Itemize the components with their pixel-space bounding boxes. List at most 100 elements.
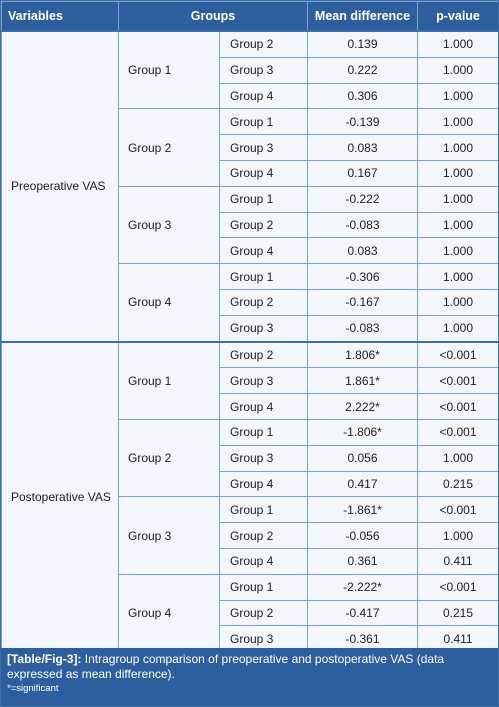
mean-difference-cell: 0.056 (307, 444, 419, 472)
comparison-group-cell: Group 4 (218, 547, 309, 575)
comparison-group-cell: Group 1 (218, 418, 309, 446)
mean-difference-cell: 1.806* (307, 340, 419, 369)
caption-label: [Table/Fig-3]: (7, 652, 82, 666)
p-value-cell: <0.001 (417, 418, 498, 446)
p-value-cell: 1.000 (417, 444, 498, 472)
table-row: Group 2 -0.083 1.000 (2, 211, 498, 239)
header-variables: Variables (1, 1, 119, 32)
variable-cell: Postoperative VAS (1, 340, 119, 653)
comparison-group-cell: Group 2 (218, 599, 309, 627)
mean-difference-cell: 0.222 (307, 56, 419, 84)
mean-difference-cell: 0.083 (307, 237, 419, 265)
p-value-cell: 1.000 (417, 237, 498, 265)
table-row: Group 3 0.222 1.000 (2, 56, 498, 84)
header-p-value: p-value (417, 1, 498, 32)
p-value-cell: 1.000 (417, 522, 498, 549)
mean-difference-cell: 0.361 (307, 547, 419, 575)
p-value-cell: 1.000 (417, 185, 498, 213)
table-row: Group 4 Group 1 -2.222* <0.001 (2, 573, 498, 653)
p-value-cell: 0.215 (417, 599, 498, 627)
p-value-cell: <0.001 (417, 393, 498, 420)
caption-text: Intragroup comparison of preoperative an… (7, 652, 445, 681)
p-value-cell: <0.001 (417, 496, 498, 524)
table-row: Group 4 Group 1 -0.306 1.000 (2, 263, 498, 343)
group-cell: Group 1 (118, 340, 220, 420)
mean-difference-cell: -0.083 (307, 314, 419, 343)
table-row: Group 3 -0.361 0.411 (2, 625, 498, 653)
table-row: Postoperative VAS Group 1 Group 2 1.806* <0.… (1, 340, 498, 653)
table-row: Group 3 Group 1 -1.861* <0.001 (2, 496, 498, 575)
comparison-group-cell: Group 3 (218, 367, 309, 395)
group-cell: Group 3 (118, 496, 220, 575)
p-value-cell: 1.000 (417, 159, 498, 187)
p-value-cell: 1.000 (417, 56, 498, 84)
p-value-cell: 0.215 (417, 470, 498, 498)
table-row: Group 3 Group 1 -0.222 1.000 (2, 185, 498, 265)
p-value-cell: 1.000 (417, 263, 498, 290)
comparison-group-cell: Group 3 (218, 134, 309, 161)
p-value-cell: 1.000 (417, 29, 498, 58)
group-cell: Group 3 (118, 185, 220, 265)
p-value-cell: 1.000 (417, 82, 498, 110)
mean-difference-cell: 2.222* (307, 393, 419, 420)
p-value-cell: <0.001 (417, 573, 498, 601)
comparison-group-cell: Group 4 (218, 470, 309, 498)
mean-difference-cell: -0.306 (307, 263, 419, 290)
group-cell: Group 4 (118, 263, 220, 343)
p-value-cell: 1.000 (417, 314, 498, 343)
comparison-group-cell: Group 2 (218, 211, 309, 239)
comparison-group-cell: Group 3 (218, 444, 309, 472)
p-value-cell: <0.001 (417, 340, 498, 369)
comparison-group-cell: Group 4 (218, 82, 309, 110)
table-row: Preoperative VAS Group 1 Group 2 0.139 1.000 (1, 29, 498, 343)
mean-difference-cell: -0.139 (307, 108, 419, 136)
table-row: Group 4 0.167 1.000 (2, 159, 498, 187)
p-value-cell: <0.001 (417, 367, 498, 395)
comparison-group-cell: Group 1 (218, 573, 309, 601)
header-mean-difference: Mean difference (307, 1, 419, 32)
mean-difference-cell: -2.222* (307, 573, 419, 601)
group-cell: Group 2 (118, 108, 220, 187)
mean-difference-cell: 0.139 (307, 29, 419, 58)
table-row: Group 4 2.222* <0.001 (2, 393, 498, 420)
p-value-cell: 1.000 (417, 211, 498, 239)
table-row: Group 4 0.417 0.215 (2, 470, 498, 498)
comparison-group-cell: Group 4 (218, 237, 309, 265)
header-row: Variables Groups Mean difference p-value (1, 1, 498, 32)
table-row: Group 3 -0.083 1.000 (2, 314, 498, 343)
mean-difference-cell: -0.417 (307, 599, 419, 627)
p-value-cell: 0.411 (417, 625, 498, 653)
p-value-cell: 1.000 (417, 288, 498, 316)
mean-difference-cell: -0.361 (307, 625, 419, 653)
caption-note: *=significant (7, 683, 59, 694)
p-value-cell: 0.411 (417, 547, 498, 575)
mean-difference-cell: -1.806* (307, 418, 419, 446)
table-row: Group 4 0.083 1.000 (2, 237, 498, 265)
comparison-group-cell: Group 1 (218, 496, 309, 524)
comparison-group-cell: Group 3 (218, 625, 309, 653)
mean-difference-cell: 0.417 (307, 470, 419, 498)
mean-difference-cell: -0.083 (307, 211, 419, 239)
comparison-group-cell: Group 4 (218, 159, 309, 187)
p-value-cell: 1.000 (417, 134, 498, 161)
comparison-group-cell: Group 1 (218, 185, 309, 213)
p-value-cell: 1.000 (417, 108, 498, 136)
variable-cell: Preoperative VAS (1, 30, 119, 343)
mean-difference-cell: 1.861* (307, 367, 419, 395)
table-row: Group 4 0.306 1.000 (2, 82, 498, 110)
mean-difference-cell: -1.861* (307, 496, 419, 524)
comparison-group-cell: Group 2 (218, 288, 309, 316)
table-row: Group 3 0.083 1.000 (2, 134, 498, 161)
table-row: Group 3 0.056 1.000 (2, 444, 498, 472)
group-cell: Group 4 (118, 573, 220, 653)
header-groups: Groups (117, 1, 309, 32)
table-caption: [Table/Fig-3]: Intragroup comparison of … (1, 648, 498, 706)
comparison-group-cell: Group 4 (218, 393, 309, 420)
group-cell: Group 2 (118, 418, 220, 498)
comparison-group-cell: Group 2 (218, 29, 309, 58)
comparison-group-cell: Group 1 (218, 263, 309, 290)
comparison-group-cell: Group 2 (218, 522, 309, 549)
mean-difference-cell: -0.167 (307, 288, 419, 316)
comparison-group-cell: Group 2 (218, 340, 309, 369)
